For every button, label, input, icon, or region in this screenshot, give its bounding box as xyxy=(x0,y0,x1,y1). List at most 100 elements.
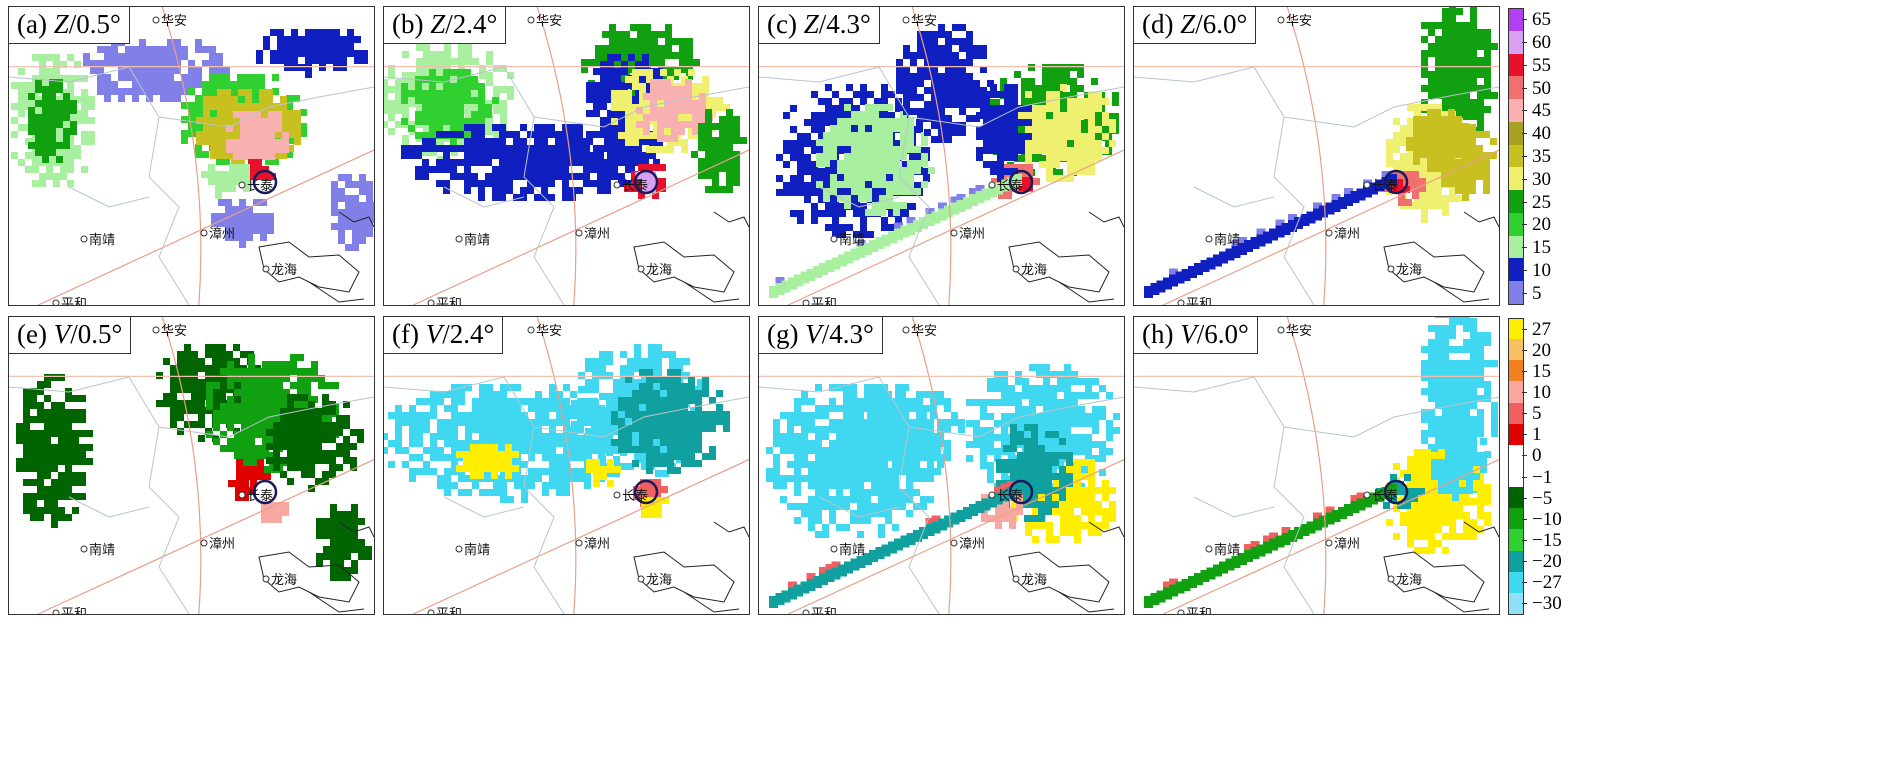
place-name: 漳州 xyxy=(584,226,610,242)
colorbar-tick-mark xyxy=(1522,110,1527,112)
place-marker-longhai: 龙海 xyxy=(262,573,297,588)
colorbar-tick-mark xyxy=(1522,476,1527,478)
place-marker-longhai: 龙海 xyxy=(262,263,297,278)
place-marker-pinghe: 平和 xyxy=(1177,607,1212,614)
colorbar-tick-mark xyxy=(1522,497,1527,499)
coastline xyxy=(633,521,749,613)
place-marker-pinghe: 平和 xyxy=(1177,297,1212,305)
place-marker-longhai: 龙海 xyxy=(1387,263,1422,278)
panel-label: (h) V/6.0° xyxy=(1134,317,1258,354)
colorbar-tick-mark xyxy=(1522,582,1527,584)
target-circle xyxy=(633,169,659,195)
echo-cells xyxy=(16,344,372,581)
range-rings xyxy=(384,317,749,614)
range-rings xyxy=(1134,7,1499,305)
place-marker-longhai: 龙海 xyxy=(1387,573,1422,588)
place-marker-zhangzhou: 漳州 xyxy=(1325,536,1360,552)
colorbar-tick-mark xyxy=(1522,224,1527,226)
place-marker-nanjing: 南靖 xyxy=(80,542,115,558)
county-boundaries xyxy=(1134,66,1499,305)
colorbar-tick-label: −1 xyxy=(1532,466,1553,488)
place-marker-zhangzhou: 漳州 xyxy=(200,226,235,242)
colorbar-tick-label: 30 xyxy=(1532,168,1551,190)
colorbar-tick-mark xyxy=(1522,201,1527,203)
colorbar-tick-label: 45 xyxy=(1532,100,1551,122)
colorbar-tick-label: 0 xyxy=(1532,445,1542,467)
place-marker-huaan: 华安 xyxy=(152,14,187,29)
colorbar-tick-label: −10 xyxy=(1532,508,1562,530)
place-name: 平和 xyxy=(1186,607,1212,614)
echo-cells xyxy=(384,344,730,518)
range-rings xyxy=(384,7,749,305)
place-marker-pinghe: 平和 xyxy=(52,607,87,614)
panel-z-2-4: 华安 南靖 漳州 龙海 平和 长泰 (b) Z/2.4° xyxy=(383,6,750,306)
colorbar-tick-mark xyxy=(1522,42,1527,44)
place-marker-pinghe: 平和 xyxy=(802,607,837,614)
panel-label: (f) V/2.4° xyxy=(384,317,504,354)
place-marker-pinghe: 平和 xyxy=(427,297,462,305)
colorbar-tick-mark xyxy=(1522,19,1527,21)
county-boundaries xyxy=(9,66,374,305)
place-name: 南靖 xyxy=(1214,542,1240,558)
place-name: 南靖 xyxy=(464,232,490,248)
colorbar-tick-mark xyxy=(1522,349,1527,351)
place-name: 漳州 xyxy=(209,226,235,242)
place-name: 漳州 xyxy=(959,536,985,552)
place-marker-pinghe: 平和 xyxy=(52,297,87,305)
target-circle xyxy=(252,169,278,195)
place-name: 平和 xyxy=(811,607,837,614)
place-marker-huaan: 华安 xyxy=(1277,324,1312,339)
colorbar-tick-label: −5 xyxy=(1532,487,1553,509)
place-name: 龙海 xyxy=(1396,263,1422,278)
place-marker-pinghe: 平和 xyxy=(802,297,837,305)
colorbar-tick-mark xyxy=(1522,370,1527,372)
colorbar-tick-mark xyxy=(1522,247,1527,249)
colorbar-tick-label: 40 xyxy=(1532,123,1551,145)
place-name: 漳州 xyxy=(584,536,610,552)
place-name: 南靖 xyxy=(839,232,865,248)
place-marker-longhai: 龙海 xyxy=(637,263,672,278)
panel-label: (e) V/0.5° xyxy=(9,317,132,354)
colorbar-tick-label: 10 xyxy=(1532,382,1551,403)
colorbar-tick-label: −27 xyxy=(1532,572,1562,594)
range-rings xyxy=(9,317,374,614)
place-marker-nanjing: 南靖 xyxy=(80,232,115,248)
place-marker-zhangzhou: 漳州 xyxy=(200,536,235,552)
target-circle xyxy=(1383,479,1409,505)
coastline xyxy=(1383,521,1499,613)
colorbar-tick-mark xyxy=(1522,178,1527,180)
colorbar-tick-mark xyxy=(1522,133,1527,135)
panel-label: (g) V/4.3° xyxy=(759,317,883,354)
place-marker-zhangzhou: 漳州 xyxy=(575,536,610,552)
colorbar-tick-label: 5 xyxy=(1532,282,1542,304)
place-marker-huaan: 华安 xyxy=(152,324,187,339)
place-marker-huaan: 华安 xyxy=(1277,14,1312,29)
range-rings xyxy=(1134,317,1499,614)
colorbar-tick-label: 20 xyxy=(1532,214,1551,236)
colorbar-tick-label: −20 xyxy=(1532,551,1562,573)
colorbar-tick-mark xyxy=(1522,269,1527,271)
colorbar-tick-label: 65 xyxy=(1532,9,1551,31)
coastline xyxy=(633,211,749,303)
place-marker-zhangzhou: 漳州 xyxy=(575,226,610,242)
county-boundaries xyxy=(384,66,749,305)
colorbar-tick-mark xyxy=(1522,392,1527,393)
echo-cells xyxy=(769,24,1119,298)
place-marker-nanjing: 南靖 xyxy=(1205,232,1240,248)
target-circle xyxy=(1383,169,1409,195)
place-marker-huaan: 华安 xyxy=(902,324,937,339)
range-rings xyxy=(759,7,1124,305)
place-name: 平和 xyxy=(61,607,87,614)
place-name: 南靖 xyxy=(839,542,865,558)
place-name: 华安 xyxy=(161,324,187,339)
panel-z-0-5: 华安 南靖 漳州 龙海 平和 长泰 (a) Z/0.5° xyxy=(8,6,375,306)
place-marker-longhai: 龙海 xyxy=(1012,573,1047,588)
place-name: 漳州 xyxy=(1334,226,1360,242)
colorbar-reflectivity: 65 60 55 50 45 40 35 30 25 20 15 10 5 xyxy=(1508,8,1578,306)
place-name: 龙海 xyxy=(271,263,297,278)
